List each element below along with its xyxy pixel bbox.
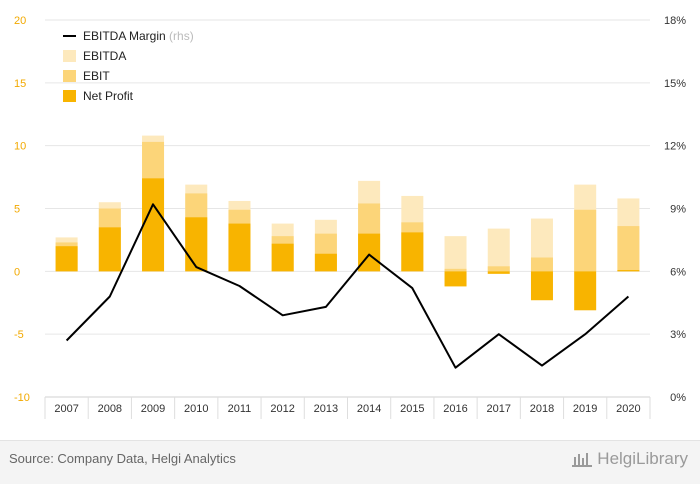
grid-lines [45, 20, 650, 397]
bar-ebit [488, 266, 510, 271]
bar-net-profit [56, 246, 78, 271]
brand-name: HelgiLibrary [597, 449, 688, 469]
source-note: Source: Company Data, Helgi Analytics [9, 451, 236, 466]
bar-ebit [617, 226, 639, 271]
x-tick-label: 2016 [443, 403, 467, 415]
left-tick-label: -5 [14, 329, 24, 341]
left-tick-label: 15 [14, 78, 26, 90]
bar-net-profit [315, 254, 337, 272]
x-tick-label: 2019 [573, 403, 597, 415]
legend-label-ebitda-margin: EBITDA Margin (rhs) [83, 29, 194, 43]
x-tick-label: 2009 [141, 403, 165, 415]
library-icon [571, 450, 593, 468]
right-tick-label: 0% [670, 392, 686, 404]
left-tick-label: 10 [14, 141, 26, 153]
x-tick-label: 2007 [54, 403, 78, 415]
bar-net-profit [358, 234, 380, 272]
x-tick-label: 2014 [357, 403, 381, 415]
x-tick-label: 2020 [616, 403, 640, 415]
bar-ebitda [445, 236, 467, 271]
x-tick-label: 2015 [400, 403, 424, 415]
legend: EBITDA Margin (rhs) EBITDA EBIT Net Profit [63, 29, 194, 103]
bar-net-profit [99, 227, 121, 271]
right-tick-label: 15% [664, 78, 686, 90]
x-tick-label: 2013 [314, 403, 338, 415]
left-axis-ticks: -10 -5 0 5 10 15 20 [14, 15, 30, 404]
legend-rhs-suffix: (rhs) [169, 29, 194, 43]
right-tick-label: 12% [664, 141, 686, 153]
legend-swatch-ebit [63, 70, 76, 82]
legend-swatch-net-profit [63, 90, 76, 102]
left-tick-label: 20 [14, 15, 26, 27]
bar-net-profit [574, 271, 596, 310]
right-tick-label: 6% [670, 266, 686, 278]
footer: Source: Company Data, Helgi Analytics He… [0, 440, 700, 484]
brand-logo: HelgiLibrary [571, 449, 688, 469]
right-tick-label: 3% [670, 329, 686, 341]
chart: -10 -5 0 5 10 15 20 0% 3% 6% 9% 12% 15% 18% 2007 2008… [0, 0, 700, 440]
bar-net-profit [531, 271, 553, 300]
bar-ebit [445, 269, 467, 272]
bar-net-profit [488, 271, 510, 274]
bar-ebit [531, 258, 553, 272]
right-tick-label: 9% [670, 204, 686, 216]
bar-net-profit [272, 244, 294, 272]
legend-swatch-ebitda [63, 50, 76, 62]
x-tick-label: 2018 [530, 403, 554, 415]
left-tick-label: -10 [14, 392, 30, 404]
right-tick-label: 18% [664, 15, 686, 27]
x-tick-label: 2012 [270, 403, 294, 415]
bar-net-profit [185, 217, 207, 271]
legend-label-ebitda: EBITDA [83, 49, 126, 63]
bar-net-profit [401, 232, 423, 271]
bar-net-profit [445, 271, 467, 286]
x-axis-cells [45, 397, 650, 419]
x-tick-label: 2011 [228, 403, 252, 415]
left-tick-label: 5 [14, 204, 20, 216]
bar-net-profit [617, 270, 639, 271]
legend-label-ebit: EBIT [83, 69, 110, 83]
left-tick-label: 0 [14, 266, 20, 278]
bar-ebit [574, 210, 596, 272]
bar-ebitda [488, 229, 510, 272]
legend-label-net-profit: Net Profit [83, 89, 134, 103]
x-tick-label: 2017 [487, 403, 511, 415]
bar-net-profit [142, 178, 164, 271]
x-tick-label: 2010 [184, 403, 208, 415]
x-tick-label: 2008 [98, 403, 122, 415]
bar-net-profit [228, 224, 250, 272]
right-axis-ticks: 0% 3% 6% 9% 12% 15% 18% [664, 15, 686, 404]
